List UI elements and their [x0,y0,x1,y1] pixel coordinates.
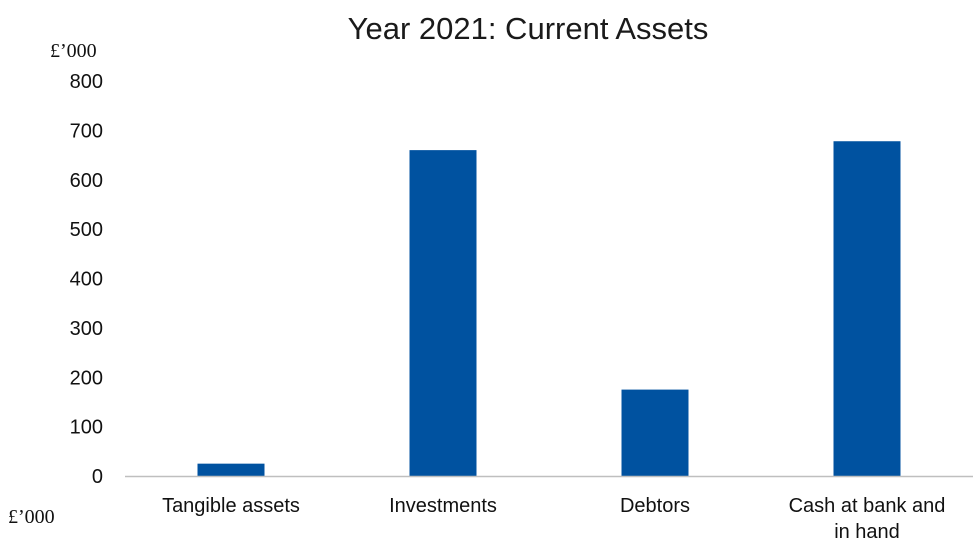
bar [621,389,689,476]
x-category-label: Cash at bank and in hand [789,495,946,541]
y-tick-label: 600 [70,170,103,192]
x-category-label-line: Tangible assets [162,495,300,517]
bar [197,463,265,476]
chart-title: Year 2021: Current Assets [348,11,709,46]
y-tick-label: 300 [70,318,103,340]
y-tick-label: 200 [70,367,103,389]
x-category-label: Tangible assets [162,495,300,517]
y-tick-label: 400 [70,269,103,291]
bar [833,141,901,477]
x-category-label: Debtors [620,495,690,517]
x-category-label-line: Cash at bank and [789,495,946,517]
y-axis-unit-label: £’000 [50,40,97,62]
x-category-label: Investments [389,495,497,517]
y-tick-label: 100 [70,417,103,439]
bar [409,150,477,476]
x-axis-category-labels: Tangible assets Investments Debtors Cash at… [162,495,945,541]
x-category-label-line: Investments [389,495,497,517]
y-axis-ticks: 0 100 200 300 400 500 600 700 800 [70,71,103,488]
y-tick-label: 500 [70,219,103,241]
x-category-label-line: Debtors [620,495,690,517]
y-tick-label: 0 [92,466,103,488]
bars [197,141,901,477]
y-tick-label: 700 [70,120,103,142]
x-axis-unit-label: £’000 [8,506,55,528]
x-category-label-line: in hand [834,521,900,541]
y-tick-label: 800 [70,71,103,93]
